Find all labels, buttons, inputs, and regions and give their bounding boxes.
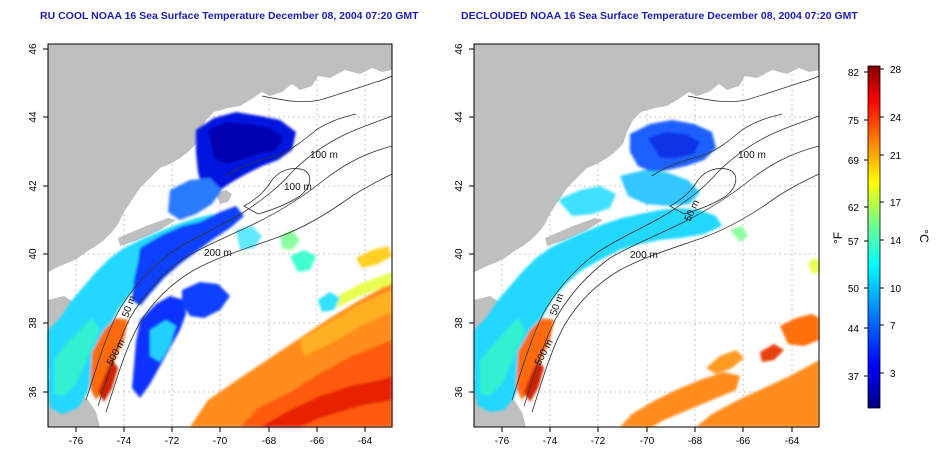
left-map[interactable]: 100 m 100 m 200 m 50 m 500 m -76 -74 -72… [28, 43, 393, 447]
colorbar-c-tick: 28 [890, 65, 902, 76]
right-x-tick-labels: -76 -74 -72 -70 -68 -66 -64 [495, 436, 800, 447]
left-contour-label-200m: 200 m [204, 248, 232, 259]
right-x-tick: -76 [495, 436, 510, 447]
right-x-tick: -68 [688, 436, 703, 447]
colorbar-c-tick: 14 [890, 236, 902, 247]
temperature-colorbar: 82 75 69 62 57 50 44 37 28 24 21 17 14 1… [831, 65, 931, 409]
left-x-tick-labels: -76 -74 -72 -70 -68 -66 -64 [69, 436, 373, 447]
right-y-tick: 36 [454, 386, 465, 398]
left-land [48, 44, 392, 272]
left-y-tick: 44 [28, 111, 39, 123]
left-x-tick: -70 [213, 436, 228, 447]
colorbar-f-tick: 44 [848, 324, 860, 335]
colorbar-c-tick: 3 [890, 369, 896, 380]
right-x-tick: -66 [736, 436, 751, 447]
colorbar-c-tick: 7 [890, 321, 896, 332]
right-x-tick: -70 [640, 436, 655, 447]
left-x-tick: -64 [358, 436, 373, 447]
left-y-tick: 40 [28, 248, 39, 260]
right-contour-label-200m: 200 m [630, 250, 658, 261]
right-y-tick: 38 [454, 317, 465, 329]
right-y-tick: 42 [454, 180, 465, 192]
colorbar-f-tick: 62 [848, 203, 860, 214]
colorbar-f-tick: 37 [848, 372, 860, 383]
colorbar-celsius-labels: 28 24 21 17 14 10 7 3 [890, 65, 902, 380]
right-map-title: DECLOUDED NOAA 16 Sea Surface Temperatur… [461, 10, 858, 22]
colorbar-f-tick: 57 [848, 237, 860, 248]
right-land [474, 44, 819, 272]
left-sst-field [48, 112, 392, 427]
left-contour-label-100m-a: 100 m [310, 150, 338, 161]
left-y-tick: 36 [28, 386, 39, 398]
right-long-island [545, 218, 603, 246]
right-contours [511, 75, 820, 413]
left-x-tick: -66 [310, 436, 325, 447]
left-cape-cod [216, 190, 232, 204]
colorbar-fahrenheit-labels: 82 75 69 62 57 50 44 37 [848, 68, 860, 383]
left-y-tick: 38 [28, 317, 39, 329]
colorbar-c-tick: 10 [890, 284, 902, 295]
right-contour-label-100m: 100 m [738, 150, 766, 161]
colorbar-c-tick: 24 [890, 113, 902, 124]
left-x-tick: -72 [165, 436, 180, 447]
colorbar-f-tick: 69 [848, 156, 860, 167]
colorbar-gradient [867, 65, 881, 409]
left-y-tick: 46 [28, 43, 39, 55]
right-y-tick: 44 [454, 111, 465, 123]
right-tick-marks [469, 48, 793, 432]
right-map[interactable]: 100 m 50 m 200 m 50 m 500 m -76 -74 -72 … [454, 43, 820, 447]
colorbar-tick-marks [864, 68, 884, 377]
left-contours [85, 75, 393, 413]
colorbar-c-tick: 21 [890, 151, 902, 162]
right-x-tick: -74 [543, 436, 558, 447]
colorbar-f-tick: 50 [848, 284, 860, 295]
colorbar-f-tick: 82 [848, 68, 860, 79]
colorbar-unit-f: °F [831, 232, 845, 244]
left-tick-marks [43, 48, 366, 432]
left-x-tick: -76 [69, 436, 84, 447]
left-long-island [118, 218, 176, 246]
right-y-tick-labels: 46 44 42 40 38 36 [454, 43, 465, 398]
left-y-tick-labels: 46 44 42 40 38 36 [28, 43, 39, 398]
right-sst-field [474, 120, 819, 427]
right-y-tick: 40 [454, 248, 465, 260]
colorbar-f-tick: 75 [848, 116, 860, 127]
colorbar-unit-c: °C [917, 229, 931, 243]
left-y-tick: 42 [28, 180, 39, 192]
right-x-tick: -64 [785, 436, 800, 447]
right-x-tick: -72 [591, 436, 606, 447]
colorbar-c-tick: 17 [890, 198, 902, 209]
left-x-tick: -74 [117, 436, 132, 447]
left-map-title: RU COOL NOAA 16 Sea Surface Temperature … [40, 10, 419, 22]
right-y-tick: 46 [454, 43, 465, 55]
left-x-tick: -68 [262, 436, 277, 447]
left-contour-label-100m-b: 100 m [284, 182, 312, 193]
